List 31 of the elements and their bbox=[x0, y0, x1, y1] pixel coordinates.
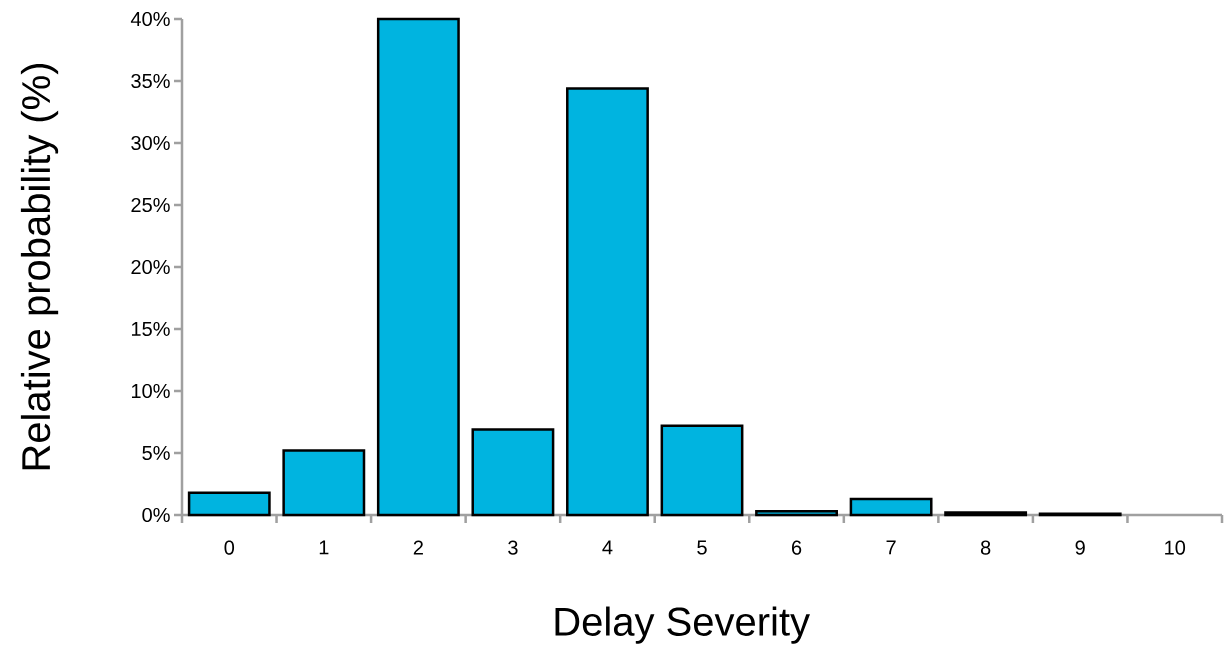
y-tick-label: 40% bbox=[130, 11, 170, 27]
bar bbox=[376, 17, 460, 517]
y-tick-label: 0% bbox=[142, 507, 170, 523]
x-tick-label: 1 bbox=[319, 540, 329, 555]
y-tick-label: 15% bbox=[131, 321, 170, 337]
y-tick-label: 35% bbox=[131, 73, 170, 89]
y-tick-label: 10% bbox=[131, 383, 170, 399]
x-tick-label: 4 bbox=[602, 540, 613, 555]
bar bbox=[282, 449, 366, 517]
x-tick-label: 10 bbox=[1165, 540, 1186, 555]
bar bbox=[944, 511, 1028, 517]
x-tick-label: 2 bbox=[413, 540, 423, 555]
x-tick-label: 7 bbox=[886, 540, 896, 555]
bar bbox=[187, 491, 271, 517]
y-tick-label: 5% bbox=[142, 445, 170, 461]
x-tick-label: 0 bbox=[224, 540, 235, 555]
bar bbox=[660, 424, 744, 517]
y-axis-title: Relative probability (%) bbox=[20, 63, 59, 470]
y-tick-label: 30% bbox=[131, 135, 170, 151]
x-tick-label: 5 bbox=[697, 540, 707, 555]
y-tick-label: 25% bbox=[131, 197, 170, 213]
x-tick-label: 3 bbox=[508, 540, 518, 555]
x-tick-label: 6 bbox=[792, 540, 802, 555]
x-tick-label: 8 bbox=[980, 540, 991, 555]
bar bbox=[849, 497, 933, 517]
x-tick-label: 9 bbox=[1075, 540, 1085, 555]
bar bbox=[755, 510, 838, 517]
bar bbox=[566, 87, 649, 517]
x-axis-title: Delay Severity bbox=[555, 606, 810, 644]
bar bbox=[471, 428, 555, 517]
y-tick-label: 20% bbox=[131, 259, 170, 275]
